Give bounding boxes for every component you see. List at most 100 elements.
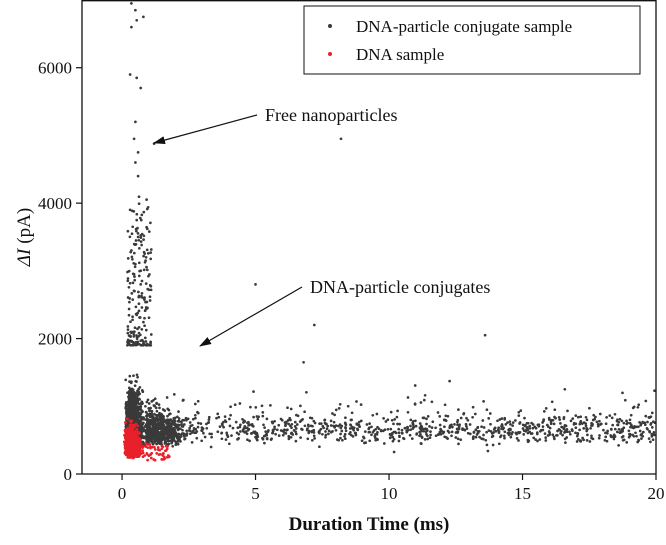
conjugate-point (456, 437, 460, 441)
x-axis-title: Duration Time (ms) (289, 514, 450, 535)
conjugate-point (182, 423, 186, 426)
dna-point (163, 449, 167, 453)
conjugate-point (165, 437, 169, 441)
conjugate-point (637, 403, 641, 407)
conjugate-point (165, 422, 169, 425)
dna-point (161, 452, 165, 455)
conjugate-point (171, 420, 175, 424)
conjugate-point (544, 436, 548, 439)
conjugate-point (327, 432, 330, 436)
conjugate-point (439, 427, 442, 431)
conjugate-point (157, 403, 161, 406)
conjugate-point (143, 336, 147, 340)
conjugate-point (289, 407, 293, 411)
conjugate-point (138, 422, 142, 426)
conjugate-point (149, 288, 153, 292)
conjugate-point (194, 416, 197, 420)
conjugate-point (144, 255, 148, 259)
conjugate-point (595, 420, 599, 424)
conjugate-point (374, 436, 377, 440)
conjugate-point (322, 426, 325, 430)
conjugate-point (312, 428, 316, 432)
conjugate-point (152, 439, 156, 443)
conjugate-point (160, 435, 163, 439)
conjugate-point (426, 415, 430, 418)
conjugate-point (625, 441, 629, 444)
dna-point (128, 423, 132, 427)
conjugate-point (553, 408, 557, 412)
conjugate-point (395, 415, 399, 419)
conjugate-point (564, 441, 567, 444)
conjugate-point (434, 426, 437, 430)
conjugate-point (139, 419, 143, 422)
conjugate-point (471, 437, 475, 441)
conjugate-point (478, 435, 481, 439)
conjugate-point (337, 407, 341, 410)
conjugate-point (226, 435, 230, 439)
conjugate-point (310, 438, 314, 442)
conjugate-point (260, 404, 264, 408)
conjugate-point (348, 427, 352, 430)
conjugate-point (150, 440, 154, 444)
conjugate-point (138, 406, 142, 410)
conjugate-point (265, 437, 269, 440)
conjugate-point (150, 428, 154, 432)
conjugate-point (363, 430, 367, 433)
conjugate-point (574, 426, 578, 430)
conjugate-point (193, 413, 197, 417)
conjugate-point (496, 419, 499, 423)
conjugate-point (588, 406, 591, 410)
conjugate-point (524, 429, 528, 433)
conjugate-point (139, 86, 143, 90)
conjugate-point (615, 430, 619, 434)
conjugate-point (605, 439, 609, 443)
conjugate-point (132, 272, 136, 276)
conjugate-point (137, 290, 140, 294)
conjugate-point (382, 442, 386, 445)
conjugate-point (176, 428, 180, 432)
conjugate-point (472, 431, 476, 434)
conjugate-point (340, 424, 344, 428)
dna-point (133, 424, 137, 428)
conjugate-point (135, 229, 138, 233)
dna-point (124, 452, 127, 456)
conjugate-point (481, 419, 485, 422)
conjugate-point (130, 255, 134, 259)
conjugate-point (229, 413, 232, 417)
conjugate-point (137, 246, 141, 250)
conjugate-point (242, 419, 246, 423)
conjugate-point (131, 281, 135, 285)
conjugate-point (286, 419, 290, 422)
conjugate-point (145, 410, 148, 414)
dna-point (141, 451, 145, 455)
conjugate-point (176, 433, 180, 436)
conjugate-point (598, 434, 601, 437)
dna-point (131, 428, 134, 432)
conjugate-point (132, 137, 136, 141)
legend-label-conjugate: DNA-particle conjugate sample (356, 17, 572, 36)
legend: DNA-particle conjugate sample DNA sample (303, 5, 641, 75)
dna-point (153, 458, 157, 462)
conjugate-point (126, 343, 129, 347)
conjugate-point (128, 297, 132, 300)
conjugate-point (287, 434, 291, 438)
conjugate-point (592, 413, 596, 417)
conjugate-point (438, 432, 441, 435)
conjugate-point (254, 406, 258, 409)
conjugate-point (168, 412, 172, 416)
conjugate-point (140, 294, 143, 298)
conjugate-point (152, 398, 155, 402)
conjugate-point (137, 195, 141, 199)
conjugate-point (252, 390, 255, 393)
conjugate-point (619, 430, 622, 433)
conjugate-point (183, 437, 186, 441)
conjugate-point (511, 424, 514, 427)
conjugate-point (634, 431, 637, 435)
conjugate-point (396, 422, 399, 426)
conjugate-point (143, 316, 146, 320)
conjugate-point (456, 420, 459, 424)
conjugate-point (418, 426, 422, 430)
conjugate-point (618, 417, 622, 421)
conjugate-point (534, 438, 537, 441)
conjugate-point (331, 412, 334, 415)
